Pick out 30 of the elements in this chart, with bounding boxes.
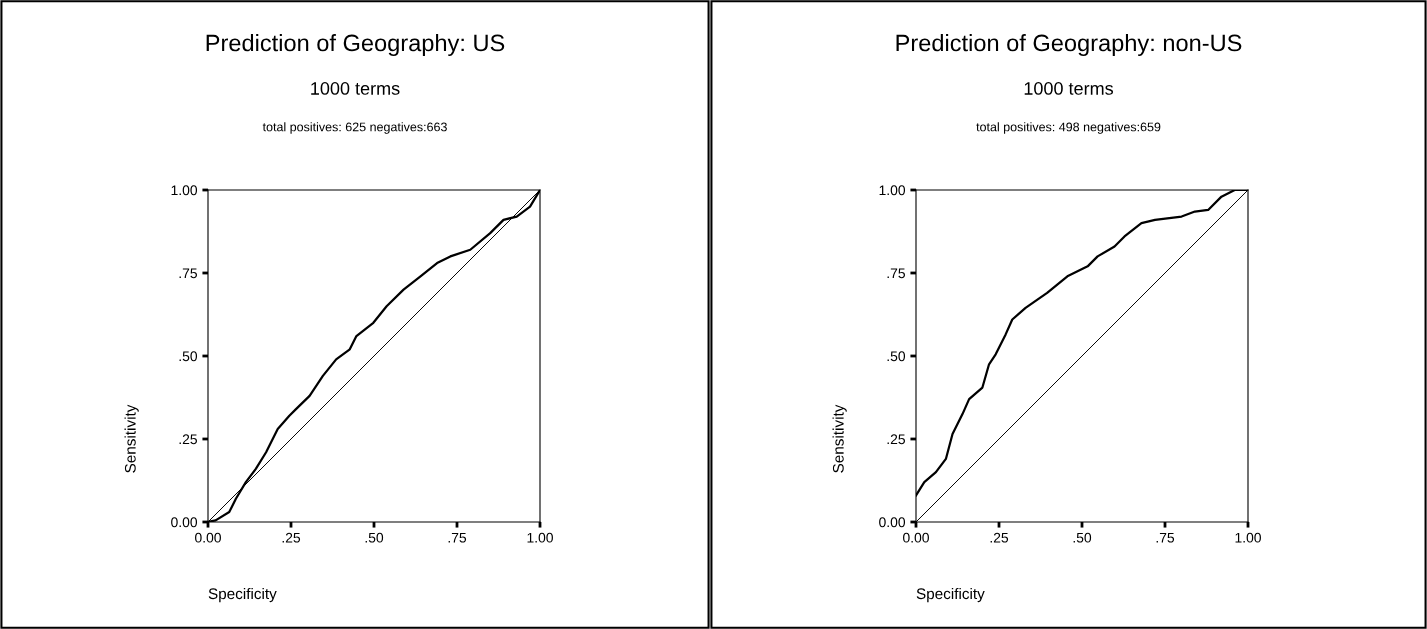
x-tick-label: 0.00 [195, 532, 221, 543]
y-tick-label: .50 [179, 351, 198, 362]
text: total positives: 498 negatives:659 [976, 122, 1161, 134]
x-axis-title: Specificity [916, 587, 985, 603]
y-tick-label: 1.00 [171, 185, 198, 196]
y-tick-label: .25 [887, 434, 905, 445]
x-tick-label: 1.00 [527, 532, 553, 543]
x-tick-label: .75 [1156, 532, 1175, 543]
chart-title: Prediction of Geography: US [206, 34, 505, 56]
y-tick-label: .75 [179, 268, 197, 279]
chart-title: Prediction of Geography: non-US [896, 34, 1242, 56]
x-tick-label: .50 [1073, 532, 1092, 543]
x-tick-label: .25 [990, 532, 1009, 543]
y-tick-label: .75 [887, 268, 905, 279]
x-tick-label: .75 [448, 532, 467, 543]
x-tick-label: .50 [365, 532, 384, 543]
y-tick-label: 0.00 [171, 517, 198, 528]
y-tick-label: 1.00 [879, 185, 906, 196]
chart-subtitle: 1000 terms [311, 82, 400, 95]
x-tick-label: .25 [282, 532, 301, 543]
y-axis-title: Sensitivity [124, 404, 139, 473]
y-axis-title: Sensitivity [832, 404, 847, 473]
y-tick-label: .25 [179, 434, 197, 445]
y-tick-label: .50 [887, 351, 906, 362]
x-tick-label: 1.00 [1235, 532, 1261, 543]
text: total positives: 625 negatives:663 [262, 122, 447, 134]
x-axis-title: Specificity [208, 587, 277, 603]
chart-subtitle: 1000 terms [1024, 82, 1114, 95]
y-tick-label: 0.00 [879, 517, 906, 528]
x-tick-label: 0.00 [903, 532, 929, 543]
